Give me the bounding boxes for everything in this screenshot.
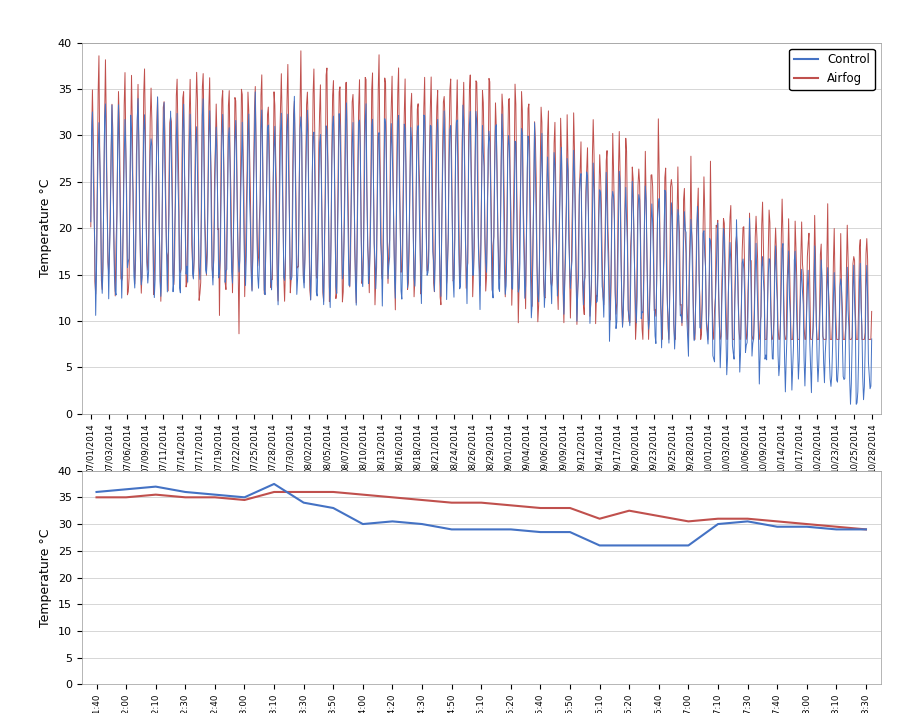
Airfog bbox=[535, 503, 546, 512]
Control bbox=[446, 525, 457, 533]
Control bbox=[828, 293, 839, 302]
Line: Airfog: Airfog bbox=[91, 51, 872, 339]
Control bbox=[547, 299, 558, 308]
Control bbox=[298, 498, 309, 507]
Control bbox=[624, 541, 635, 550]
Airfog bbox=[683, 517, 694, 525]
Airfog bbox=[547, 282, 558, 290]
Control bbox=[358, 520, 369, 528]
Airfog bbox=[742, 515, 753, 523]
Control bbox=[845, 400, 856, 409]
X-axis label: Date: Date bbox=[466, 478, 497, 491]
Airfog bbox=[831, 523, 842, 531]
Control bbox=[866, 334, 877, 343]
Airfog bbox=[565, 503, 576, 512]
Line: Control: Control bbox=[96, 484, 866, 545]
Airfog bbox=[476, 498, 487, 507]
Airfog bbox=[446, 498, 457, 507]
Control bbox=[180, 488, 191, 496]
Airfog bbox=[298, 488, 309, 496]
Control bbox=[683, 541, 694, 550]
Airfog bbox=[328, 488, 339, 496]
Airfog bbox=[180, 493, 191, 502]
Airfog bbox=[417, 496, 428, 504]
Airfog bbox=[91, 493, 102, 502]
Airfog bbox=[713, 515, 724, 523]
Control bbox=[85, 217, 96, 226]
Airfog bbox=[121, 493, 132, 502]
Airfog bbox=[841, 266, 852, 275]
Airfog bbox=[358, 491, 369, 499]
Y-axis label: Temperature °C: Temperature °C bbox=[39, 179, 53, 277]
Control bbox=[239, 493, 250, 502]
Airfog bbox=[654, 512, 665, 520]
Control bbox=[565, 528, 576, 536]
Control bbox=[713, 520, 724, 528]
Legend: Control, Airfog: Control, Airfog bbox=[789, 48, 874, 90]
Airfog bbox=[123, 287, 133, 296]
Airfog bbox=[295, 46, 306, 55]
Airfog bbox=[829, 224, 840, 232]
Control bbox=[742, 517, 753, 525]
Control bbox=[772, 523, 783, 531]
Airfog bbox=[866, 307, 877, 316]
Control bbox=[387, 517, 398, 525]
Control bbox=[250, 88, 261, 96]
Control bbox=[476, 525, 487, 533]
Control bbox=[861, 525, 872, 533]
Line: Airfog: Airfog bbox=[96, 492, 866, 529]
Airfog bbox=[802, 520, 813, 528]
Airfog bbox=[630, 335, 641, 344]
Control bbox=[506, 525, 517, 533]
Control bbox=[654, 541, 665, 550]
Airfog bbox=[85, 222, 96, 231]
Control bbox=[802, 523, 813, 531]
Airfog bbox=[239, 496, 250, 504]
Control bbox=[91, 488, 102, 496]
Line: Control: Control bbox=[91, 92, 872, 404]
Control bbox=[231, 116, 242, 125]
Airfog bbox=[269, 488, 280, 496]
Control bbox=[328, 503, 339, 512]
Control bbox=[831, 525, 842, 533]
Airfog bbox=[861, 525, 872, 533]
Airfog bbox=[150, 491, 161, 499]
Airfog bbox=[594, 515, 605, 523]
Control bbox=[210, 491, 221, 499]
Control bbox=[535, 528, 546, 536]
Control bbox=[410, 237, 421, 246]
Control bbox=[417, 520, 428, 528]
Control bbox=[269, 480, 280, 488]
Y-axis label: Temperature °C: Temperature °C bbox=[39, 528, 53, 627]
Control bbox=[123, 257, 133, 266]
Control bbox=[121, 485, 132, 493]
Airfog bbox=[624, 506, 635, 515]
Airfog bbox=[387, 493, 398, 502]
Airfog bbox=[231, 96, 242, 105]
Airfog bbox=[506, 501, 517, 510]
Control bbox=[594, 541, 605, 550]
Airfog bbox=[210, 493, 221, 502]
Control bbox=[840, 334, 851, 342]
Airfog bbox=[772, 517, 783, 525]
Airfog bbox=[410, 227, 421, 236]
Control bbox=[150, 482, 161, 491]
